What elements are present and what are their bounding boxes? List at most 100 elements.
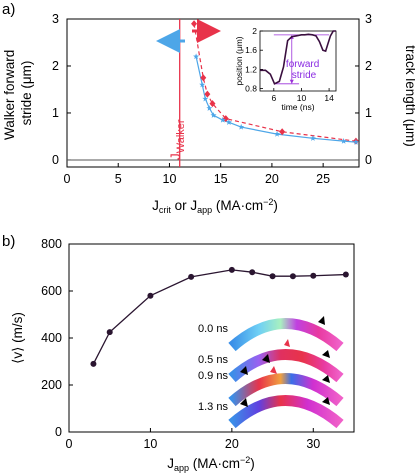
panel-a-point-star — [206, 105, 213, 111]
panel-a-ytick-left-label: 3 — [52, 12, 59, 26]
panel-a-point-diamond — [209, 100, 216, 108]
panel-b-xtick-label: 30 — [306, 437, 320, 451]
inset-ytick-label: 1.6 — [245, 45, 257, 55]
snapshot-1-wall-marker-a — [262, 354, 270, 363]
j-walker-label: JWalker — [168, 119, 187, 160]
panel-b-xtick-label: 20 — [225, 437, 239, 451]
panel-b-point — [90, 360, 97, 367]
panel-b-xlabel: Japp (MA·cm−2) — [167, 455, 255, 473]
inset-xlabel: time (ns) — [281, 102, 314, 112]
panel-a-point-diamond — [204, 90, 211, 98]
snapshot-3-time: 1.3 ns — [198, 401, 228, 413]
snapshot-0-wall-marker — [318, 316, 325, 325]
snapshot-3-track — [228, 395, 344, 429]
panel-b-ticks: 0 10 20 30 0 200 400 600 800 — [41, 237, 320, 451]
panel-a-point-star — [352, 138, 359, 145]
panel-a-ylabel-left-line1: Walker forward — [2, 50, 17, 140]
inset-annotation-line1: forward — [286, 59, 319, 70]
panel-b-point — [106, 329, 113, 336]
inset-ylabel: position (μm) — [234, 36, 244, 85]
snapshot-1-red-marker — [284, 339, 290, 347]
panel-a-point-diamond — [279, 128, 286, 136]
panel-a-point-diamond — [200, 74, 207, 82]
inset-annotation-line2: stride — [292, 70, 317, 81]
panel-b-xtick-label: 10 — [143, 437, 157, 451]
snapshot-2-red-marker — [270, 366, 277, 374]
panel-a-point-diamond — [191, 20, 198, 28]
inset-position-curve — [260, 30, 336, 85]
inset-xtick-label: 6 — [271, 93, 276, 103]
panel-a-ylabel-left-line2: stride (μm) — [19, 61, 34, 126]
walker-snapshots: 0.0 ns 0.5 ns 0.9 ns 1.3 ns — [198, 316, 344, 429]
panel-a-point-star — [340, 137, 347, 144]
panel-b-point — [188, 273, 195, 280]
snapshot-2-track — [228, 373, 344, 407]
panel-a-ytick-right-label: 0 — [365, 153, 372, 167]
panel-a-point-diamond — [222, 115, 229, 123]
panel-b-xtick-label: 0 — [66, 437, 73, 451]
snapshot-2-wall-marker-b — [322, 375, 330, 383]
inset-xtick-label: 10 — [297, 93, 307, 103]
panel-a-xlabel: Jcrit or Japp (MA·cm−2) — [152, 197, 278, 215]
snapshot-2-time: 0.9 ns — [198, 370, 228, 382]
panel-b-ylabel: ⟨v⟩ (m/s) — [10, 312, 25, 364]
inset-ytick-label: 0.8 — [245, 84, 257, 94]
panel-a-ylabel-left: Walker forward stride (μm) — [2, 46, 34, 140]
panel-b-point — [310, 272, 317, 279]
panel-a-ytick-left-label: 1 — [52, 106, 59, 120]
panel-a-point-star — [202, 95, 209, 102]
panel-a-label: a) — [2, 1, 15, 18]
panel-a-ytick-left-label: 0 — [52, 153, 59, 167]
snapshot-0-time: 0.0 ns — [198, 323, 228, 335]
panel-a-point-star — [199, 81, 206, 88]
inset-stride-arrowhead-bottom — [289, 79, 294, 84]
panel-b-point — [289, 273, 296, 280]
panel-a-xtick-label: 5 — [115, 172, 122, 186]
panel-a-ytick-left-label: 2 — [52, 59, 59, 73]
panel-b-chart: 0 10 20 30 0 200 400 600 800 — [41, 237, 355, 451]
inset-ytick-label: 2 — [252, 26, 257, 36]
snapshot-1-wall-marker-b — [322, 350, 330, 358]
panel-b-ytick-label: 800 — [41, 237, 62, 251]
panel-a-xtick-label: 15 — [214, 172, 228, 186]
snapshot-3-wall-marker-b — [322, 397, 330, 405]
snapshot-0: 0.0 ns — [198, 316, 344, 352]
panel-a-ytick-right-label: 1 — [365, 106, 372, 120]
panel-b-markers — [90, 266, 349, 367]
snapshot-2: 0.9 ns — [198, 366, 344, 407]
panel-a-point-star — [273, 130, 281, 137]
panel-a-point-star — [219, 116, 226, 123]
panel-a-xtick-label: 25 — [316, 172, 330, 186]
panel-b-point — [269, 273, 276, 280]
snapshot-0-track — [228, 318, 344, 352]
panel-a-point-star — [309, 135, 316, 141]
snapshot-3: 1.3 ns — [198, 395, 344, 429]
snapshot-3-wall-marker-a — [240, 398, 248, 407]
panel-b-point — [228, 266, 235, 273]
snapshot-2-wall-marker-a — [240, 366, 248, 375]
panel-a-ytick-right-label: 2 — [365, 59, 372, 73]
panel-b-point — [249, 269, 256, 276]
inset-annotation: forward stride — [286, 59, 322, 81]
panel-a-point-star — [193, 53, 200, 60]
inset-chart: 6 10 140.81.21.62 position (μm) time (ns) … — [234, 26, 337, 112]
panel-b-label: b) — [2, 233, 15, 250]
panel-a-xtick-label: 0 — [64, 172, 71, 186]
panel-a-chart: 0 5 10 15 20 25 0 1 2 3 0 1 2 3 — [52, 12, 372, 186]
inset-ytick-label: 1.2 — [245, 64, 257, 74]
panel-a-xtick-label: 10 — [163, 172, 177, 186]
panel-a-point-star — [225, 119, 232, 125]
panel-b-point — [342, 271, 349, 278]
panel-a-markers — [191, 20, 359, 145]
panel-b-series-line-0 — [92, 269, 346, 365]
panel-b-series — [92, 269, 346, 365]
inset-series — [260, 30, 336, 85]
panel-b-ytick-label: 0 — [55, 425, 62, 439]
panel-b-ytick-label: 600 — [41, 284, 62, 298]
panel-a-ylabel-right: track length (μm) — [403, 45, 415, 147]
panel-a-ytick-right-label: 3 — [365, 12, 372, 26]
panel-b-point — [147, 292, 154, 299]
panel-a-xtick-label: 20 — [265, 172, 279, 186]
panel-b-ytick-label: 200 — [41, 378, 62, 392]
